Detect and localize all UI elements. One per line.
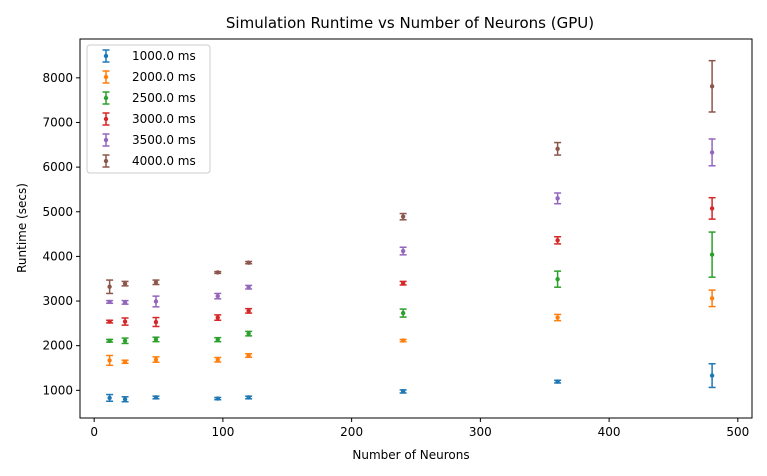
data-point <box>107 338 112 343</box>
legend-label: 2000.0 ms <box>132 70 196 84</box>
series-4 <box>106 138 716 308</box>
y-tick-label: 5000 <box>42 205 73 219</box>
legend-label: 2500.0 ms <box>132 91 196 105</box>
data-point <box>107 299 112 305</box>
series-0 <box>106 363 716 403</box>
legend-marker <box>103 53 109 59</box>
series-2 <box>106 231 716 345</box>
y-tick-label: 4000 <box>42 249 73 263</box>
data-point <box>122 359 128 364</box>
data-point <box>555 315 560 320</box>
x-axis-label: Number of Neurons <box>352 448 469 462</box>
legend-marker <box>103 116 109 122</box>
data-point <box>246 285 251 290</box>
x-tick-label: 0 <box>90 425 98 439</box>
legend-marker <box>103 95 109 101</box>
data-point <box>400 280 406 286</box>
y-tick-label: 8000 <box>42 71 73 85</box>
series-1 <box>106 289 716 367</box>
data-point <box>246 331 251 336</box>
data-point <box>246 353 251 358</box>
x-tick-label: 400 <box>598 425 621 439</box>
plot-area <box>106 59 716 403</box>
data-point <box>107 319 112 324</box>
x-tick-label: 500 <box>726 425 749 439</box>
data-point <box>122 338 128 343</box>
x-tick-label: 100 <box>211 425 234 439</box>
data-point <box>107 395 112 401</box>
series-3 <box>106 196 716 328</box>
data-point <box>709 252 715 257</box>
data-point <box>153 357 159 362</box>
y-tick-label: 3000 <box>42 294 73 308</box>
data-point <box>400 248 406 254</box>
data-point <box>709 296 715 301</box>
data-point <box>215 396 220 401</box>
legend-item: 2500.0 ms <box>102 91 196 105</box>
legend-box <box>86 44 211 174</box>
data-point <box>555 196 560 201</box>
data-point <box>709 373 715 378</box>
data-point <box>555 238 560 243</box>
plot-frame <box>79 38 753 419</box>
data-point <box>153 337 159 342</box>
legend-label: 1000.0 ms <box>132 49 196 63</box>
data-point <box>555 379 560 384</box>
chart-title: Simulation Runtime vs Number of Neurons … <box>226 14 594 32</box>
data-point <box>122 281 128 286</box>
data-point <box>709 84 715 89</box>
y-tick-label: 1000 <box>42 383 73 397</box>
data-point <box>153 299 159 304</box>
legend-label: 3500.0 ms <box>132 133 196 147</box>
data-point <box>153 395 159 400</box>
data-point <box>709 206 715 211</box>
data-point <box>215 337 220 342</box>
y-tick-label: 2000 <box>42 339 73 353</box>
data-point <box>246 260 251 265</box>
legend-marker <box>103 158 109 164</box>
legend-item: 3000.0 ms <box>102 112 196 126</box>
legend-marker <box>103 137 109 143</box>
legend: 1000.0 ms 2000.0 ms 2500.0 ms 3000.0 ms 3500… <box>86 44 211 174</box>
data-point <box>555 276 560 282</box>
data-point <box>400 214 406 219</box>
data-point <box>400 389 406 394</box>
data-point <box>122 397 128 402</box>
legend-marker <box>103 74 109 80</box>
data-point <box>153 319 159 325</box>
data-point <box>246 308 251 314</box>
data-point <box>555 146 560 152</box>
x-tick-label: 200 <box>340 425 363 439</box>
y-tick-label: 7000 <box>42 115 73 129</box>
legend-label: 4000.0 ms <box>132 154 196 168</box>
data-point <box>246 395 251 400</box>
data-point <box>153 280 159 285</box>
data-point <box>107 284 112 289</box>
y-tick-label: 6000 <box>42 160 73 174</box>
y-axis-label: Runtime (secs) <box>15 183 29 273</box>
legend-item: 3500.0 ms <box>102 133 196 147</box>
legend-item: 4000.0 ms <box>102 154 196 168</box>
data-point <box>122 300 128 305</box>
series-5 <box>106 59 716 295</box>
data-point <box>215 270 220 275</box>
x-tick-label: 300 <box>469 425 492 439</box>
data-point <box>122 319 128 324</box>
data-point <box>215 315 220 320</box>
legend-item: 2000.0 ms <box>102 70 196 84</box>
data-point <box>215 357 220 362</box>
legend-item: 1000.0 ms <box>102 49 196 63</box>
data-point <box>215 293 220 299</box>
data-point <box>107 358 112 363</box>
data-point <box>400 338 406 343</box>
legend-label: 3000.0 ms <box>132 112 196 126</box>
data-point <box>400 310 406 316</box>
data-point <box>709 150 715 155</box>
